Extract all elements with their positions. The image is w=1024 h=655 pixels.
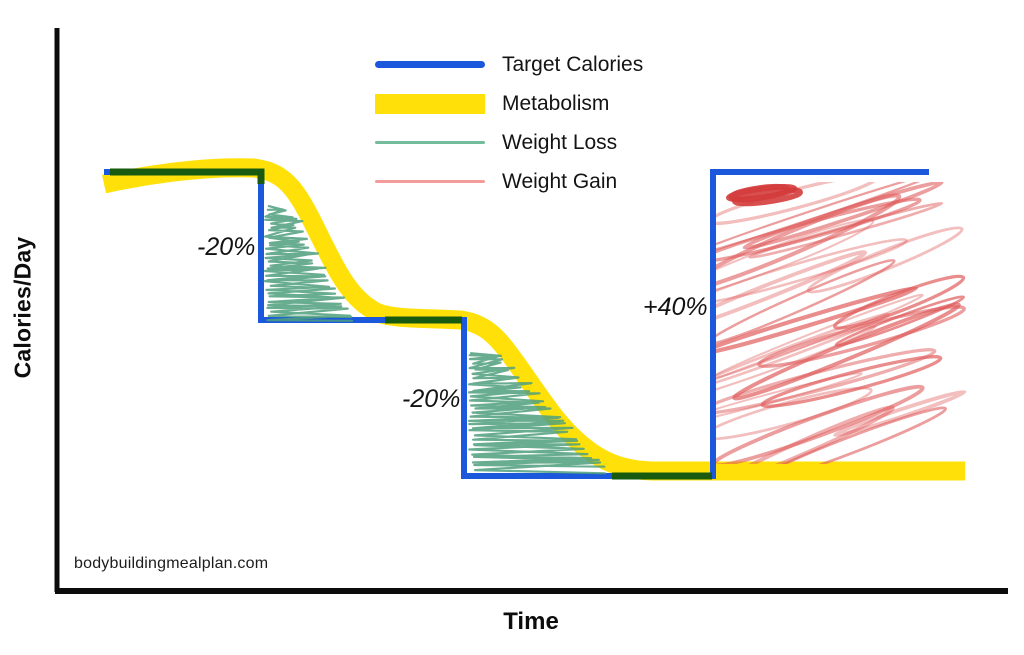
legend-label-weight-loss: Weight Loss (502, 130, 618, 154)
annotation--20: -20% (197, 233, 256, 261)
x-axis-label: Time (503, 608, 559, 635)
weight-loss-scribble (263, 205, 607, 475)
legend-label-target-calories: Target Calories (502, 52, 644, 76)
weight-loss-line-swatch (375, 141, 485, 144)
annotation--20: -20% (402, 385, 461, 413)
weight-gain-line-swatch (375, 180, 485, 183)
legend-label-metabolism: Metabolism (502, 91, 610, 115)
legend: Target Calories Metabolism Weight Loss W… (375, 45, 643, 201)
weight-gain-scribble (716, 182, 967, 464)
annotation-+40: +40% (643, 293, 708, 321)
target-metabolism-overlap (110, 168, 712, 480)
legend-label-weight-gain: Weight Gain (502, 169, 618, 193)
legend-item-weight-gain: Weight Gain (375, 162, 643, 201)
legend-item-metabolism: Metabolism (375, 84, 643, 123)
y-axis-label: Calories/Day (9, 236, 36, 379)
legend-item-weight-loss: Weight Loss (375, 123, 643, 162)
metabolism-bar-swatch (375, 93, 485, 114)
axes (54, 28, 1008, 594)
watermark: bodybuildingmealplan.com (74, 555, 269, 572)
legend-item-target-calories: Target Calories (375, 45, 643, 84)
target-calories-line-swatch (375, 61, 485, 68)
target-calories-line (104, 169, 929, 479)
